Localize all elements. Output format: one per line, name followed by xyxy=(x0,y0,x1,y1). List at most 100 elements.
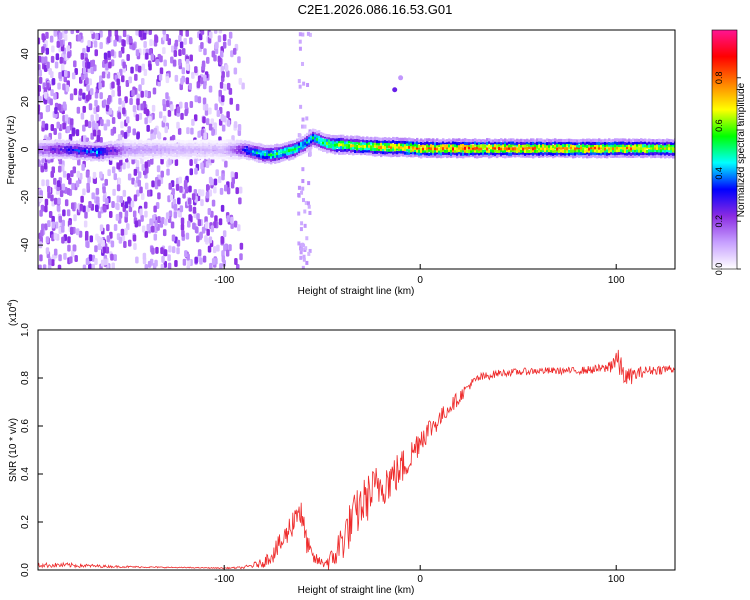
heatmap-cell xyxy=(614,138,617,142)
heatmap-cell xyxy=(362,146,365,151)
heatmap-cell xyxy=(618,146,621,150)
heatmap-cell xyxy=(644,138,647,142)
heatmap-cell xyxy=(62,101,67,109)
heatmap-cell xyxy=(214,141,217,146)
heatmap-cell xyxy=(128,35,133,43)
heatmap-cell xyxy=(172,145,175,150)
heatmap-cell xyxy=(278,154,281,158)
heatmap-cell xyxy=(188,214,192,222)
heatmap-cell xyxy=(182,142,185,146)
heatmap-cell xyxy=(628,143,631,147)
heatmap-cell xyxy=(168,144,171,149)
heatmap-cell xyxy=(468,154,471,158)
heatmap-cell xyxy=(532,141,535,145)
heatmap-cell xyxy=(206,156,209,160)
heatmap-cell xyxy=(504,155,507,159)
heatmap-cell xyxy=(474,154,477,159)
heatmap-cell xyxy=(510,144,513,148)
heatmap-cell xyxy=(264,147,267,151)
heatmap-cell xyxy=(151,247,155,255)
heatmap-cell xyxy=(136,142,139,146)
heatmap-cell xyxy=(556,139,559,143)
heatmap-cell xyxy=(494,140,497,145)
heatmap-cell xyxy=(152,139,155,143)
heatmap-cell xyxy=(222,148,225,152)
heatmap-cell xyxy=(88,149,91,154)
heatmap-cell xyxy=(52,144,55,148)
heatmap-cell xyxy=(44,150,47,154)
heatmap-cell xyxy=(292,140,295,144)
heatmap-cell xyxy=(428,148,431,152)
heatmap-cell xyxy=(338,145,341,150)
heatmap-cell xyxy=(212,151,215,155)
heatmap-cell xyxy=(222,34,227,42)
heatmap-cell xyxy=(101,239,105,247)
heatmap-cell xyxy=(228,147,231,152)
heatmap-cell xyxy=(620,154,623,158)
heatmap-cell xyxy=(178,176,183,184)
heatmap-cell xyxy=(40,142,43,146)
heatmap-cell xyxy=(60,164,65,172)
heatmap-cell xyxy=(138,153,141,157)
heatmap-cell xyxy=(670,147,673,151)
heatmap-cell xyxy=(528,146,531,150)
heatmap-cell xyxy=(298,144,301,148)
heatmap-cell xyxy=(514,151,517,155)
heatmap-cell xyxy=(50,140,53,144)
heatmap-cell xyxy=(152,153,155,157)
heatmap-cell xyxy=(290,140,293,144)
heatmap-cell xyxy=(540,146,543,150)
heatmap-cell xyxy=(558,146,561,150)
heatmap-cell xyxy=(440,152,443,156)
heatmap-cell xyxy=(364,141,367,146)
heatmap-cell xyxy=(470,147,473,151)
heatmap-cell xyxy=(638,147,641,151)
heatmap-cell xyxy=(194,155,197,159)
heatmap-cell xyxy=(152,142,155,146)
heatmap-cell xyxy=(140,147,143,151)
heatmap-cell xyxy=(450,141,453,145)
snr-y-tick-label: 0.6 xyxy=(20,419,31,433)
heatmap-cell xyxy=(64,114,69,122)
heatmap-cell xyxy=(654,139,657,143)
heatmap-cell xyxy=(147,260,152,268)
heatmap-cell xyxy=(197,130,201,138)
heatmap-cell xyxy=(237,56,241,64)
heatmap-cell xyxy=(206,145,209,149)
heatmap-cell xyxy=(186,264,191,269)
heatmap-cell xyxy=(560,152,563,156)
heatmap-cell xyxy=(438,147,441,151)
heatmap-cell xyxy=(75,180,80,188)
heatmap-cell xyxy=(380,150,383,154)
heatmap-cell xyxy=(54,148,57,152)
heatmap-cell xyxy=(160,147,163,151)
heatmap-cell xyxy=(486,143,489,147)
heatmap-cell xyxy=(340,142,343,147)
heatmap-cell xyxy=(276,154,279,158)
heatmap-cell xyxy=(216,109,221,117)
heatmap-cell xyxy=(82,153,85,158)
heatmap-cell xyxy=(77,34,82,42)
heatmap-cell xyxy=(492,146,495,150)
heatmap-cell xyxy=(200,42,204,50)
heatmap-cell xyxy=(43,56,48,64)
colorbar-tick-label: 0.6 xyxy=(714,119,724,132)
heatmap-cell xyxy=(124,210,129,218)
heatmap-cell xyxy=(616,138,619,142)
heatmap-cell xyxy=(228,87,233,95)
heatmap-cell xyxy=(464,141,467,145)
heatmap-cell xyxy=(306,201,310,206)
heatmap-cell xyxy=(404,142,407,147)
heatmap-cell xyxy=(129,98,133,106)
heatmap-cell xyxy=(488,140,491,144)
heatmap-cell xyxy=(158,142,161,146)
heatmap-cell xyxy=(276,157,279,161)
heatmap-cell xyxy=(284,150,287,154)
heatmap-cell xyxy=(540,148,543,153)
heatmap-cell xyxy=(364,145,367,149)
heatmap-cell xyxy=(616,154,619,158)
heatmap-cell xyxy=(296,143,299,147)
heatmap-cell xyxy=(256,143,259,147)
heatmap-cell xyxy=(436,138,439,142)
heatmap-cell xyxy=(102,142,105,146)
